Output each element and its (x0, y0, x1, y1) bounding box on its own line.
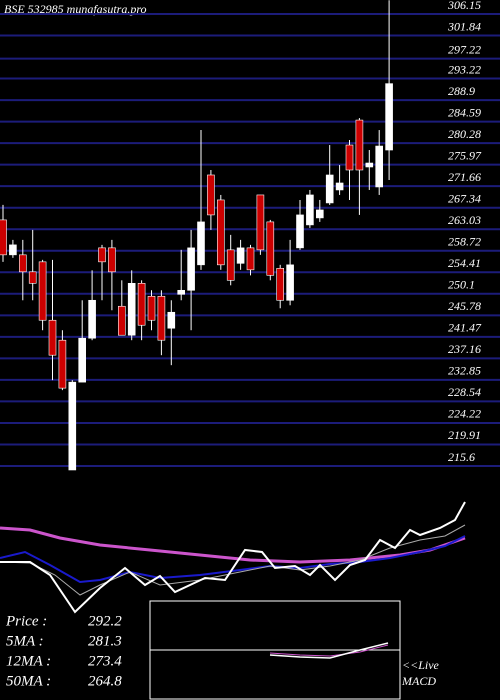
candle-body (68, 381, 77, 471)
candle-body (226, 249, 235, 281)
candle-body (197, 221, 205, 266)
candle-body (157, 295, 166, 341)
candle-body (28, 271, 37, 284)
y-tick-label: 241.47 (448, 321, 482, 335)
y-tick-label: 219.91 (448, 428, 481, 442)
y-tick-label: 228.54 (448, 385, 481, 399)
candle-body (236, 247, 245, 264)
y-tick-label: 224.22 (448, 407, 481, 421)
candle-body (325, 174, 334, 204)
ma-line (0, 524, 466, 596)
stat-label: Price : (5, 613, 47, 629)
candle-body (78, 337, 86, 383)
y-tick-label: 275.97 (448, 148, 482, 162)
candle-body (0, 219, 7, 256)
ma-line (0, 535, 466, 584)
candle-body (286, 264, 294, 301)
stat-value: 273.4 (88, 653, 122, 669)
y-tick-label: 284.59 (448, 105, 481, 119)
stat-label: 5MA : (6, 633, 44, 649)
candle-body (207, 174, 215, 216)
candle-body (335, 182, 344, 191)
candle-body (88, 299, 96, 339)
y-tick-label: 250.1 (448, 278, 475, 292)
stat-value: 292.2 (88, 613, 122, 629)
candle-body (306, 194, 314, 226)
macd-label: MACD (401, 674, 436, 688)
candle-body (58, 339, 67, 389)
y-tick-label: 263.03 (448, 213, 481, 227)
stat-value: 281.3 (88, 633, 122, 649)
candle-body (276, 268, 285, 301)
candle-body (375, 145, 384, 188)
y-tick-label: 280.28 (448, 127, 481, 141)
candle-body (137, 283, 146, 326)
candle-body (315, 209, 324, 219)
stat-label: 50MA : (6, 673, 51, 689)
y-tick-label: 288.9 (448, 84, 475, 98)
candle-body (9, 244, 17, 256)
y-tick-label: 237.16 (448, 342, 481, 356)
stat-value: 264.8 (88, 673, 122, 689)
y-tick-label: 232.85 (448, 364, 481, 378)
y-tick-label: 215.6 (448, 450, 475, 464)
candle-body (385, 83, 393, 151)
candle-body (256, 194, 265, 251)
live-label: <<Live (402, 658, 440, 672)
y-tick-label: 267.34 (448, 191, 481, 205)
stat-label: 12MA : (6, 653, 51, 669)
candle-body (177, 289, 185, 295)
candle-body (246, 247, 255, 271)
macd-line (269, 642, 389, 659)
candle-body (167, 311, 176, 329)
candle-body (266, 221, 275, 276)
candle-body (38, 261, 47, 321)
y-tick-label: 297.22 (448, 42, 481, 56)
candle-body (345, 144, 354, 171)
macd-line (269, 644, 389, 657)
candle-body (108, 247, 116, 273)
y-tick-label: 301.84 (447, 19, 481, 33)
y-tick-label: 258.72 (448, 235, 481, 249)
candle-body (18, 254, 27, 273)
y-tick-label: 271.66 (448, 170, 481, 184)
candle-body (48, 319, 57, 356)
candle-body (296, 214, 304, 249)
price-line (0, 501, 466, 614)
y-tick-label: 293.22 (448, 62, 481, 76)
y-tick-label: 245.78 (448, 299, 481, 313)
candle-body (118, 305, 126, 336)
y-tick-label: 306.15 (447, 0, 481, 12)
candle-body (98, 247, 106, 263)
chart-title: BSE 532985 munafasutra.pro (4, 2, 147, 16)
y-tick-label: 254.41 (448, 256, 481, 270)
candle-body (127, 283, 136, 336)
candle-body (365, 162, 374, 168)
candle-body (355, 119, 364, 171)
candle-body (147, 295, 156, 321)
candle-body (217, 199, 225, 266)
candle-body (187, 247, 195, 291)
